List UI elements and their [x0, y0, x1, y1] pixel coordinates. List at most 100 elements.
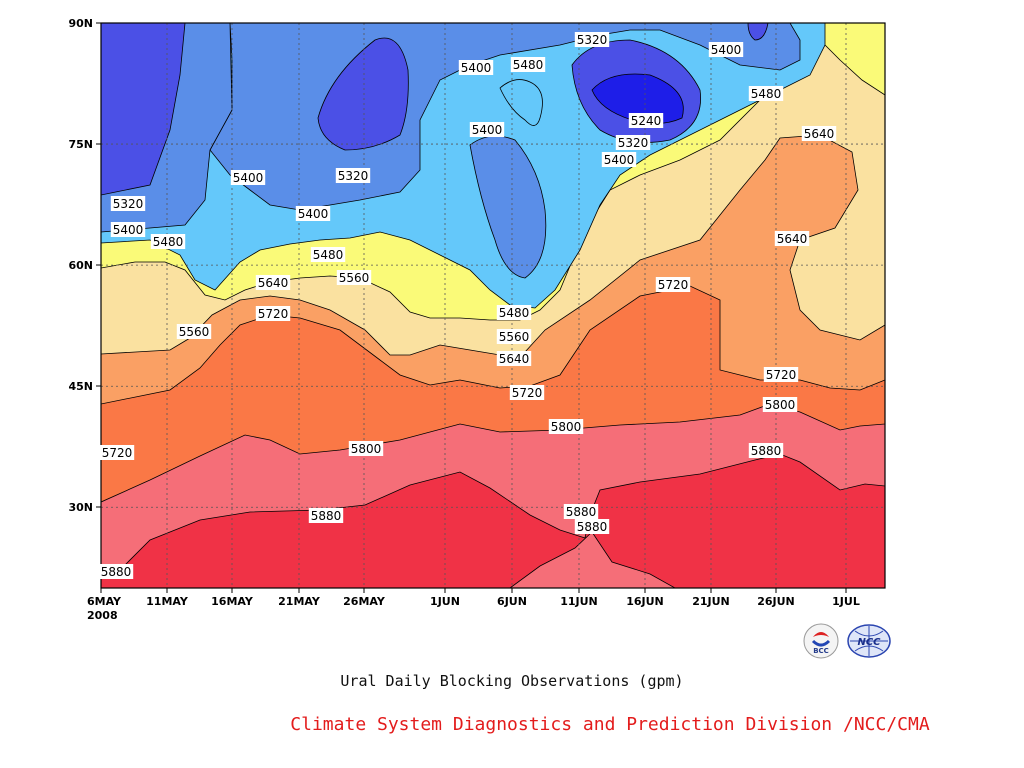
- contour-label: 5320: [110, 196, 146, 211]
- gridlines: [101, 23, 885, 588]
- contour-label: 5480: [496, 305, 532, 320]
- contour-label-bg: [708, 42, 744, 57]
- contour-label-bg: [763, 367, 799, 382]
- contour-label-text: 5400: [472, 123, 503, 137]
- contour-label-bg: [230, 170, 266, 185]
- plot-frame: [100, 22, 886, 589]
- contour-label-bg: [150, 234, 186, 249]
- contour-label: 5560: [496, 329, 532, 344]
- contour-label-text: 5720: [258, 307, 289, 321]
- contour-label-bg: [110, 222, 146, 237]
- contour-label-bg: [748, 443, 784, 458]
- contour-label-bg: [574, 519, 610, 534]
- contour-label-text: 5640: [499, 352, 530, 366]
- contour-label-bg: [469, 122, 505, 137]
- contour-label-bg: [510, 57, 546, 72]
- x-tick-label: 16JUN: [626, 595, 664, 608]
- contour-label-bg: [774, 231, 810, 246]
- x-tick-label: 21MAY: [278, 595, 321, 608]
- x-tick-label: 26JUN: [757, 595, 795, 608]
- contour-label-text: 5240: [631, 114, 662, 128]
- contour-label: 5800: [348, 441, 384, 456]
- y-tick-label: 90N: [68, 17, 93, 30]
- contour-label: 5320: [574, 32, 610, 47]
- contour-label-bg: [509, 385, 545, 400]
- contour-label-text: 5480: [751, 87, 782, 101]
- contour-label-text: 5480: [313, 248, 344, 262]
- contour-label-bg: [748, 86, 784, 101]
- contour-label: 5240: [628, 113, 664, 128]
- contour-label-text: 5640: [777, 232, 808, 246]
- contour-labels: 5320 5400 5480 5400 5400 5480 5320 5400 5320 5400…: [98, 32, 837, 579]
- contour-label-text: 5800: [551, 420, 582, 434]
- y-tick-label: 45N: [68, 380, 93, 393]
- x-tick-label: 1JUL: [832, 595, 860, 608]
- contour-label-bg: [496, 305, 532, 320]
- contour-label-text: 5320: [113, 197, 144, 211]
- contour-label: 5400: [469, 122, 505, 137]
- contour-label-bg: [99, 445, 135, 460]
- contour-label-bg: [255, 275, 291, 290]
- fill-patch-5240-5320-northeast: [747, 23, 769, 41]
- contour-label: 5720: [763, 367, 799, 382]
- contour-label-text: 5400: [711, 43, 742, 57]
- contour-label-text: 5640: [258, 276, 289, 290]
- contour-label-bg: [110, 196, 146, 211]
- bcc-logo-text: BCC: [813, 647, 829, 655]
- contour-label-text: 5400: [604, 153, 635, 167]
- x-tick-label: 11MAY: [146, 595, 189, 608]
- contour-label-text: 5800: [351, 442, 382, 456]
- contour-label-bg: [563, 504, 599, 519]
- contour-label: 5400: [601, 152, 637, 167]
- contour-label: 5480: [748, 86, 784, 101]
- contour-label-bg: [628, 113, 664, 128]
- contour-label-bg: [615, 135, 651, 150]
- contour-label: 5800: [762, 397, 798, 412]
- contour-label-text: 5480: [513, 58, 544, 72]
- contour-label: 5720: [99, 445, 135, 460]
- contour-label-text: 5400: [298, 207, 329, 221]
- contour-label: 5640: [496, 351, 532, 366]
- contour-label-text: 5880: [101, 565, 132, 579]
- contour-label-text: 5880: [751, 444, 782, 458]
- fill-patch-below-5240: [591, 73, 684, 124]
- contour-label-text: 5480: [153, 235, 184, 249]
- contour-label-bg: [762, 397, 798, 412]
- contour-label-text: 5400: [233, 171, 264, 185]
- contour-label-text: 5560: [499, 330, 530, 344]
- contour-label-text: 5560: [339, 271, 370, 285]
- y-tick-label: 60N: [68, 259, 93, 272]
- x-tick-label: 21JUN: [692, 595, 730, 608]
- contour-label: 5480: [510, 57, 546, 72]
- contour-label-text: 5720: [766, 368, 797, 382]
- x-tick-label: 11JUN: [560, 595, 598, 608]
- contour-label: 5400: [110, 222, 146, 237]
- contour-label: 5400: [708, 42, 744, 57]
- contour-label-bg: [336, 270, 372, 285]
- contour-chart: 30N 45N 60N 75N 90N 6MAY 11MAY 16MAY 21MAY 26MAY 1…: [68, 17, 886, 622]
- contour-label-text: 5880: [311, 509, 342, 523]
- fill-patch-5400-5480-north: [499, 79, 543, 126]
- x-tick-label: 6JUN: [497, 595, 527, 608]
- contour-label: 5320: [615, 135, 651, 150]
- contour-label-text: 5720: [658, 278, 689, 292]
- contour-label-bg: [308, 508, 344, 523]
- x-year-label: 2008: [87, 609, 118, 622]
- contour-label-text: 5720: [512, 386, 543, 400]
- contour-label-text: 5880: [566, 505, 597, 519]
- fill-band-5320-5400: [101, 23, 885, 211]
- contour-label-bg: [295, 206, 331, 221]
- axes: 30N 45N 60N 75N 90N 6MAY 11MAY 16MAY 21MAY 26MAY 1…: [68, 17, 859, 622]
- contour-label: 5880: [563, 504, 599, 519]
- contour-label-bg: [548, 419, 584, 434]
- ncc-logo-icon: NCC: [846, 623, 892, 659]
- contour-label-bg: [335, 168, 371, 183]
- contour-label-bg: [348, 441, 384, 456]
- contour-label-bg: [310, 247, 346, 262]
- contour-label-bg: [98, 564, 134, 579]
- contour-label: 5720: [509, 385, 545, 400]
- contour-label-text: 5320: [338, 169, 369, 183]
- contour-label: 5400: [458, 60, 494, 75]
- contour-label: 5640: [801, 126, 837, 141]
- contour-fills: [101, 23, 885, 588]
